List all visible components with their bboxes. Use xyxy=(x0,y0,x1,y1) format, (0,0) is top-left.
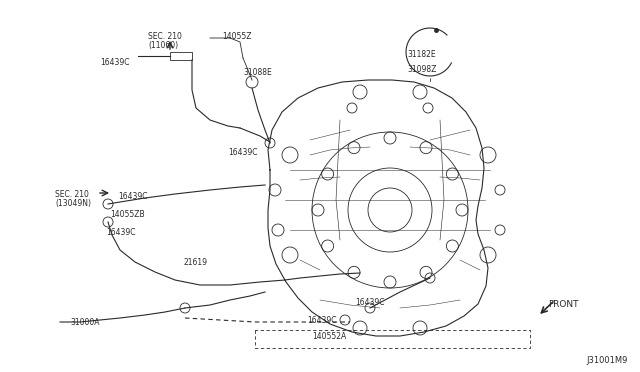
Text: 14055ZB: 14055ZB xyxy=(110,210,145,219)
Text: 14055Z: 14055Z xyxy=(222,32,252,41)
Text: 140552A: 140552A xyxy=(312,332,346,341)
Text: 16439C: 16439C xyxy=(307,316,337,325)
Text: 31098Z: 31098Z xyxy=(407,65,436,74)
Text: 16439C: 16439C xyxy=(228,148,257,157)
Text: J31001M9: J31001M9 xyxy=(587,356,628,365)
Text: 16439C: 16439C xyxy=(355,298,385,307)
Text: 16439C: 16439C xyxy=(100,58,129,67)
Text: 31000A: 31000A xyxy=(70,318,99,327)
Text: 21619: 21619 xyxy=(183,258,207,267)
Text: FRONT: FRONT xyxy=(548,300,579,309)
Text: SEC. 210: SEC. 210 xyxy=(148,32,182,41)
FancyBboxPatch shape xyxy=(170,52,192,60)
Text: 16439C: 16439C xyxy=(118,192,147,201)
Text: 16439C: 16439C xyxy=(106,228,136,237)
Text: (11060): (11060) xyxy=(148,41,178,50)
Text: (13049N): (13049N) xyxy=(55,199,91,208)
Text: SEC. 210: SEC. 210 xyxy=(55,190,89,199)
Text: 31182E: 31182E xyxy=(407,50,436,59)
Text: 31088E: 31088E xyxy=(243,68,272,77)
